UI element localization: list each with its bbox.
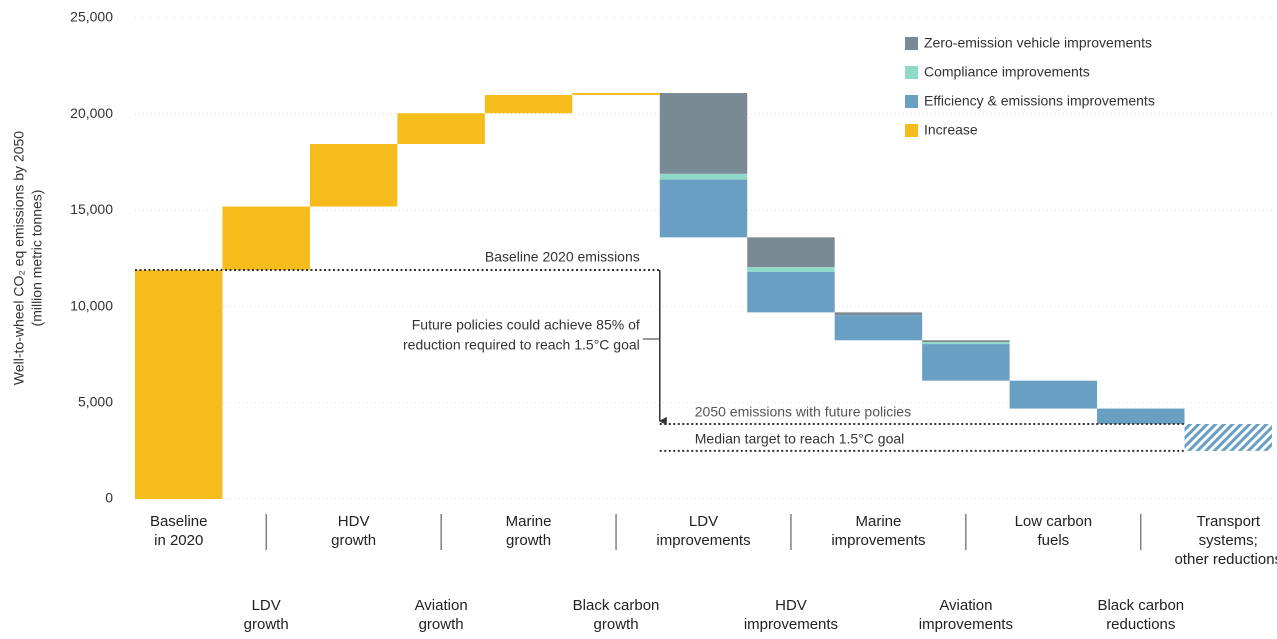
reference-label: 2050 emissions with future policies bbox=[695, 404, 911, 420]
bar-segment bbox=[1097, 408, 1185, 424]
bar-segment bbox=[1184, 423, 1272, 451]
bar-segment bbox=[135, 270, 223, 499]
x-tick-label: Transport systems; other reductions bbox=[1174, 513, 1277, 568]
x-tick-label: Black carbon growth bbox=[572, 597, 660, 633]
x-tick-label: LDV improvements bbox=[656, 513, 751, 549]
bar-segment bbox=[1009, 380, 1098, 409]
bar-segment bbox=[922, 344, 1010, 381]
legend-label: Increase bbox=[924, 122, 978, 138]
bar-segment bbox=[484, 94, 573, 114]
bar-segment bbox=[659, 173, 748, 180]
x-tick-label: Low carbon fuels bbox=[1014, 513, 1093, 549]
x-tick-label: Baseline in 2020 bbox=[149, 513, 208, 549]
legend-label: Efficiency & emissions improvements bbox=[924, 93, 1155, 109]
bar-segment bbox=[834, 315, 923, 341]
bar-segment bbox=[747, 271, 835, 313]
reference-label: Baseline 2020 emissions bbox=[485, 249, 640, 265]
bar-segment bbox=[572, 93, 660, 95]
x-tick-label: Aviation growth bbox=[414, 597, 468, 633]
y-tick-label: 10,000 bbox=[70, 297, 113, 313]
legend-swatch bbox=[905, 66, 918, 79]
bar-segment bbox=[222, 206, 310, 271]
bar-segment bbox=[659, 93, 748, 174]
y-tick-label: 5,000 bbox=[78, 394, 113, 410]
legend-label: Compliance improvements bbox=[924, 64, 1090, 80]
annotation: reduction required to reach 1.5°C goal bbox=[403, 337, 640, 353]
legend-swatch bbox=[905, 95, 918, 108]
y-axis-label: (million metric tonnes) bbox=[29, 190, 45, 327]
x-tick-label: Marine growth bbox=[505, 513, 552, 549]
reference-label: Median target to reach 1.5°C goal bbox=[695, 431, 905, 447]
bar-segment bbox=[747, 237, 835, 268]
legend-swatch bbox=[905, 37, 918, 50]
bar-segment bbox=[747, 267, 835, 272]
bar-segment bbox=[834, 312, 923, 316]
y-tick-label: 20,000 bbox=[70, 105, 113, 121]
legend-label: Zero-emission vehicle improvements bbox=[924, 35, 1152, 51]
legend-swatch bbox=[905, 124, 918, 137]
x-tick-label: Aviation improvements bbox=[918, 597, 1013, 633]
annotation: Future policies could achieve 85% of bbox=[412, 317, 640, 333]
y-tick-label: 15,000 bbox=[70, 201, 113, 217]
x-tick-label: LDV growth bbox=[243, 597, 289, 633]
bar-segment bbox=[922, 342, 1010, 345]
x-tick-label: Black carbon reductions bbox=[1097, 597, 1185, 633]
x-tick-label: HDV growth bbox=[331, 513, 377, 549]
bar-segment bbox=[922, 340, 1010, 343]
bar-segment bbox=[659, 179, 748, 238]
bar-segment bbox=[397, 113, 485, 145]
x-tick-label: HDV improvements bbox=[743, 597, 839, 633]
y-axis-label: Well-to-wheel CO₂ eq emissions by 2050 bbox=[11, 131, 27, 385]
bar-segment bbox=[309, 144, 398, 207]
y-tick-label: 25,000 bbox=[70, 9, 113, 25]
x-tick-label: Marine improvements bbox=[831, 513, 926, 549]
y-tick-label: 0 bbox=[105, 490, 113, 506]
